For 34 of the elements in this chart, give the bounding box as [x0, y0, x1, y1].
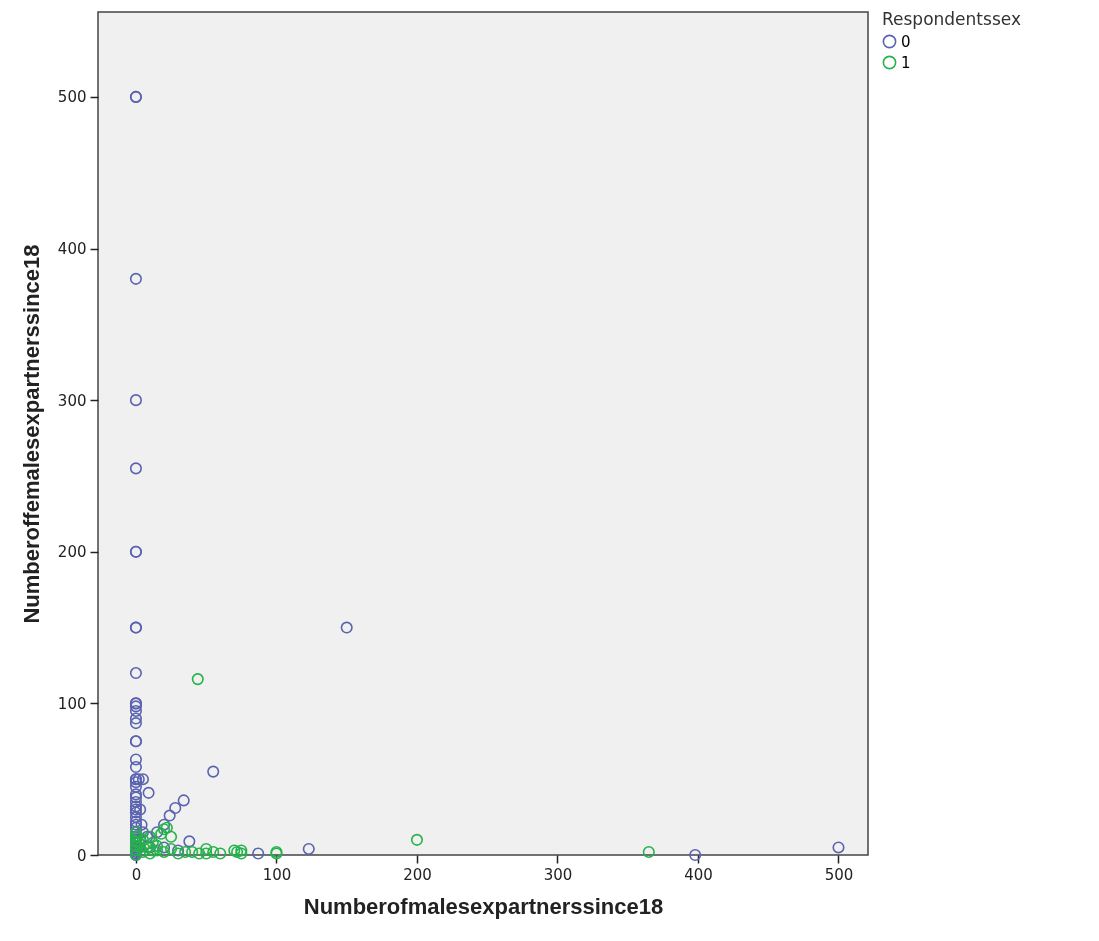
point — [165, 842, 178, 855]
x-tick-label: 300 — [543, 865, 573, 884]
point — [150, 839, 164, 852]
y-tick-label: 200 — [57, 543, 87, 562]
y-axis-title: Numberoffemalesexpartnerssince18 — [18, 244, 44, 624]
legend-label: 0 — [901, 32, 911, 51]
x-tick-label: 100 — [262, 865, 292, 884]
legend-label: 1 — [901, 53, 911, 72]
point — [193, 847, 206, 860]
point — [146, 836, 159, 849]
point — [179, 845, 192, 858]
point — [200, 847, 213, 860]
y-tick-label: 0 — [76, 846, 87, 865]
y-tick-label: 400 — [57, 240, 87, 259]
x-tick-label: 0 — [131, 865, 142, 884]
y-tick-label: 300 — [57, 391, 87, 410]
point — [410, 833, 423, 846]
y-tick-label: 100 — [57, 694, 87, 713]
x-tick-label: 500 — [824, 865, 854, 884]
point — [150, 844, 164, 857]
point — [191, 673, 204, 686]
x-tick-label: 400 — [684, 865, 713, 884]
point — [214, 847, 227, 860]
point — [642, 845, 655, 858]
y-tick-label: 500 — [57, 88, 87, 107]
point — [207, 845, 220, 858]
point — [155, 827, 168, 840]
x-tick-label: 200 — [403, 865, 432, 884]
legend-title: Respondentssex — [882, 9, 1021, 29]
point — [165, 830, 178, 843]
point — [186, 845, 199, 858]
x-axis-title: Numberofmalesexpartnerssince18 — [303, 893, 664, 919]
point — [158, 845, 171, 858]
point — [200, 842, 213, 855]
